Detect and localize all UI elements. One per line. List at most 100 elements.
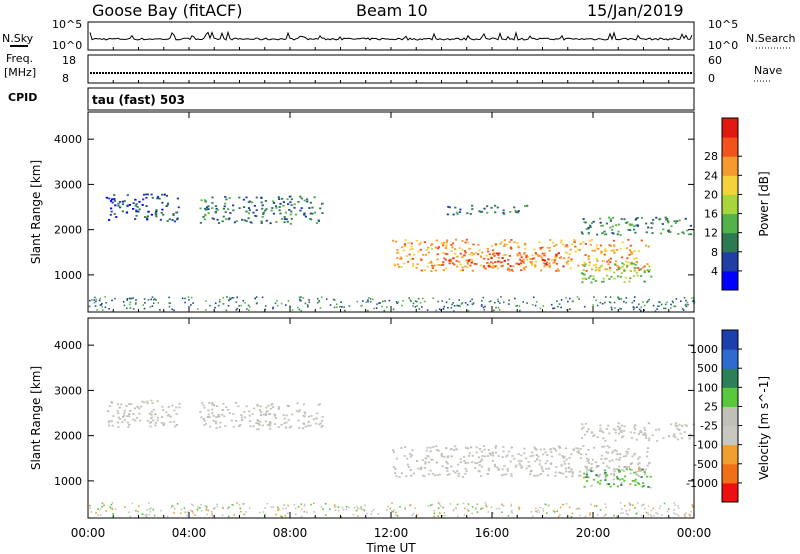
- heatmap-cell: [269, 407, 272, 410]
- heatmap-cell: [399, 256, 403, 259]
- heatmap-cell: [608, 301, 611, 303]
- heatmap-cell: [267, 404, 270, 407]
- heatmap-cell: [424, 461, 427, 463]
- heatmap-cell: [447, 455, 450, 458]
- heatmap-cell: [658, 305, 661, 308]
- heatmap-cell: [561, 455, 564, 457]
- heatmap-cell: [288, 426, 291, 429]
- heatmap-cell: [524, 205, 527, 207]
- heatmap-cell: [634, 507, 636, 509]
- heatmap-cell: [277, 406, 281, 408]
- heatmap-cell: [568, 457, 571, 459]
- heatmap-cell: [113, 194, 116, 196]
- heatmap-cell: [619, 456, 622, 459]
- heatmap-cell: [689, 434, 692, 436]
- heatmap-cell: [479, 448, 482, 450]
- heatmap-cell: [109, 405, 112, 408]
- heatmap-cell: [203, 199, 207, 202]
- heatmap-cell: [302, 422, 305, 425]
- heatmap-cell: [501, 456, 504, 458]
- heatmap-cell: [424, 462, 427, 465]
- heatmap-cell: [537, 254, 540, 256]
- heatmap-cell: [501, 257, 504, 259]
- heatmap-cell: [242, 299, 245, 302]
- heatmap-cell: [642, 266, 645, 269]
- heatmap-cell: [412, 265, 415, 268]
- heatmap-cell: [653, 514, 655, 517]
- heatmap-cell: [395, 475, 398, 478]
- cpid-label: CPID: [8, 91, 37, 104]
- heatmap-cell: [541, 467, 544, 470]
- heatmap-cell: [416, 263, 419, 266]
- heatmap-cell: [544, 503, 547, 506]
- heatmap-cell: [171, 404, 174, 407]
- heatmap-cell: [152, 508, 155, 511]
- heatmap-cell: [429, 469, 432, 472]
- heatmap-cell: [498, 309, 501, 311]
- heatmap-cell: [433, 512, 436, 515]
- heatmap-cell: [247, 201, 250, 204]
- heatmap-cell: [443, 512, 446, 514]
- heatmap-cell: [138, 200, 141, 203]
- heatmap-cell: [558, 446, 561, 449]
- heatmap-cell: [245, 405, 248, 408]
- heatmap-cell: [539, 255, 543, 257]
- heatmap-cell: [317, 297, 319, 300]
- heatmap-cell: [590, 463, 593, 465]
- heatmap-cell: [640, 275, 643, 277]
- heatmap-cell: [321, 296, 323, 299]
- heatmap-cell: [253, 205, 256, 207]
- heatmap-cell: [248, 414, 251, 417]
- heatmap-cell: [463, 460, 466, 462]
- heatmap-cell: [420, 269, 423, 272]
- heatmap-cell: [452, 509, 455, 512]
- heatmap-cell: [517, 245, 520, 248]
- heatmap-cell: [438, 473, 441, 476]
- heatmap-cell: [584, 254, 587, 256]
- heatmap-cell: [601, 445, 604, 448]
- heatmap-cell: [456, 304, 458, 307]
- heatmap-cell: [634, 424, 637, 427]
- heatmap-cell: [321, 202, 324, 205]
- heatmap-cell: [467, 510, 470, 512]
- heatmap-cell: [115, 216, 118, 218]
- heatmap-cell: [540, 269, 543, 272]
- heatmap-cell: [298, 426, 301, 429]
- heatmap-cell: [640, 309, 642, 312]
- heatmap-cell: [216, 218, 219, 221]
- heatmap-cell: [549, 239, 552, 241]
- heatmap-cell: [405, 255, 408, 257]
- heatmap-cell: [468, 253, 471, 256]
- heatmap-cell: [578, 452, 581, 454]
- heatmap-cell: [159, 218, 162, 221]
- heatmap-cell: [532, 257, 535, 260]
- heatmap-cell: [538, 511, 541, 513]
- heatmap-cell: [599, 217, 602, 220]
- heatmap-cell: [287, 405, 290, 407]
- heatmap-cell: [434, 269, 437, 272]
- heatmap-cell: [559, 241, 562, 244]
- heatmap-cell: [641, 504, 643, 507]
- heatmap-cell: [127, 426, 130, 428]
- heatmap-cell: [443, 242, 446, 244]
- heatmap-cell: [459, 252, 462, 255]
- heatmap-cell: [625, 301, 627, 304]
- heatmap-cell: [348, 305, 351, 307]
- heatmap-cell: [630, 437, 634, 439]
- heatmap-cell: [692, 300, 694, 302]
- heatmap-cell: [268, 413, 271, 416]
- heatmap-cell: [492, 512, 494, 514]
- heatmap-cell: [264, 513, 266, 516]
- heatmap-cell: [667, 230, 670, 232]
- colorbar-segment: [722, 251, 738, 272]
- heatmap-cell: [493, 463, 496, 466]
- heatmap-cell: [599, 424, 602, 427]
- heatmap-cell: [446, 253, 449, 255]
- heatmap-cell: [558, 303, 561, 305]
- heatmap-cell: [544, 451, 547, 454]
- heatmap-cell: [520, 460, 523, 462]
- heatmap-cell: [565, 470, 568, 473]
- heatmap-cell: [647, 270, 650, 273]
- heatmap-cell: [449, 503, 452, 505]
